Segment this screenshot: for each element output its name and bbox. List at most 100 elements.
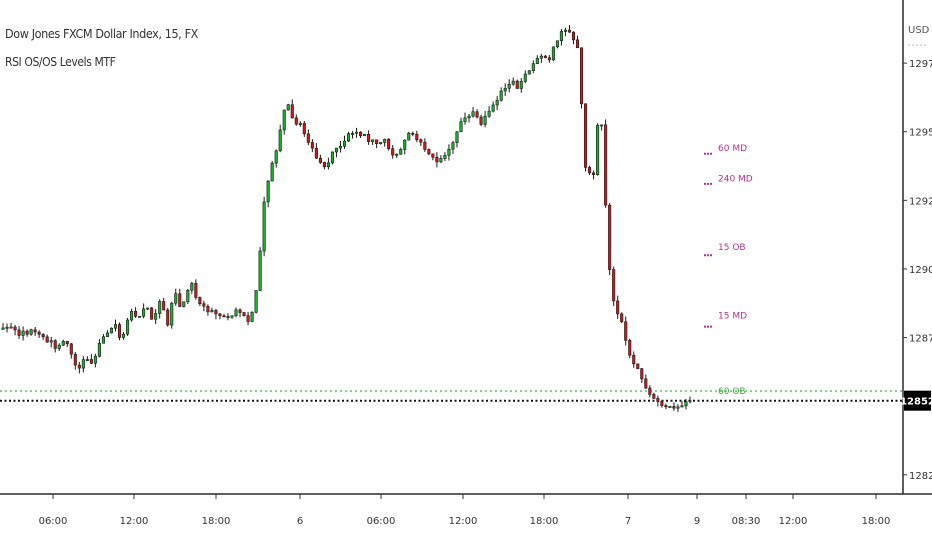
candle-body [85, 359, 89, 362]
last-price-label: 12852 [900, 397, 932, 408]
candle-body [246, 315, 250, 322]
candle-body [73, 353, 77, 366]
candle-body [664, 405, 668, 408]
candle-body [431, 153, 435, 158]
candle-body [443, 154, 447, 159]
candle-body [258, 250, 262, 291]
candle-body [322, 162, 326, 168]
candle-body [660, 401, 664, 406]
candle-body [61, 340, 65, 346]
candle-body [559, 31, 563, 42]
candle-body [624, 321, 628, 341]
candle-body [359, 131, 363, 137]
candle-body [266, 180, 270, 203]
candle-body [383, 138, 387, 143]
candle-body [399, 149, 403, 155]
candle-body [294, 117, 298, 125]
candle-body [551, 46, 555, 61]
candle-body [600, 124, 604, 127]
candle-body [539, 55, 543, 59]
x-tick-label: 6 [297, 516, 303, 527]
candle-body [262, 201, 266, 252]
candle-body [656, 398, 660, 402]
candle-body [130, 311, 134, 321]
candle-body [186, 289, 190, 303]
candle-body [190, 282, 194, 291]
candle-body [676, 406, 680, 409]
candle-body [254, 290, 258, 313]
candle-body [451, 142, 455, 150]
candle-body [419, 139, 423, 143]
candle-body [447, 148, 451, 156]
candle-body [519, 81, 523, 89]
candle-body [523, 73, 527, 82]
candle-body [21, 330, 25, 336]
candle-body [286, 104, 290, 111]
candle-body [608, 204, 612, 270]
x-tick-label: 06:00 [39, 516, 68, 527]
candle-body [499, 90, 503, 101]
candle-body [146, 307, 150, 310]
candle-body [672, 406, 676, 409]
candle-body [507, 83, 511, 89]
candle-body [592, 172, 596, 175]
candle-body [230, 315, 234, 318]
candle-body [45, 336, 49, 343]
candle-body [455, 131, 459, 143]
candle-body [511, 80, 515, 85]
candle-body [9, 326, 13, 329]
candle-body [326, 162, 330, 168]
candle-body [527, 70, 531, 75]
y-tick-label: 12950 [909, 128, 932, 139]
candle-body [101, 336, 105, 344]
candle-body [314, 147, 318, 159]
candle-body [579, 47, 584, 105]
candle-body [415, 133, 419, 140]
candle-body [109, 327, 114, 334]
candle-body [387, 138, 391, 149]
candle-body [138, 315, 142, 318]
candle-body [684, 401, 688, 407]
candle-body [379, 142, 383, 145]
x-tick-label: 7 [625, 516, 631, 527]
candle-body [194, 282, 198, 298]
candle-body [25, 330, 29, 335]
x-tick-label: 18:00 [862, 516, 891, 527]
candle-body [290, 104, 294, 119]
candle-body [334, 147, 339, 153]
candle-body [636, 363, 640, 369]
candle-body [81, 359, 85, 369]
candle-body [214, 310, 218, 315]
candle-body [471, 111, 475, 117]
candle-body [282, 109, 286, 131]
candle-body [475, 111, 479, 118]
candle-body [250, 312, 254, 322]
candle-body [680, 405, 684, 408]
candle-body [391, 148, 395, 156]
candle-body [182, 301, 186, 307]
y-tick-label: 12875 [909, 334, 932, 345]
candle-body [37, 331, 41, 335]
candle-body [238, 309, 242, 313]
time-axis[interactable]: 06:00 12:00 18:00 6 06:00 12:00 18:00 7 9 08:30 12… [39, 494, 891, 527]
candle-body [142, 308, 146, 317]
candle-body [632, 354, 636, 365]
candle-body [17, 329, 21, 336]
candle-body [57, 344, 61, 349]
candle-body [33, 329, 37, 333]
candle-body [134, 311, 138, 317]
candle-body [583, 103, 588, 168]
y-tick-label: 12925 [909, 196, 932, 207]
candle-body [354, 131, 359, 134]
price-axis[interactable]: 12975 12950 12925 12900 12875 12825 [903, 59, 932, 482]
candle-body [41, 333, 45, 338]
x-tick-label: 12:00 [779, 516, 808, 527]
last-price-box [904, 390, 931, 411]
x-tick-label: 18:00 [530, 516, 559, 527]
candle-body [491, 104, 495, 112]
candle-body [342, 140, 347, 147]
candle-body [125, 319, 130, 335]
candle-body [93, 355, 97, 364]
